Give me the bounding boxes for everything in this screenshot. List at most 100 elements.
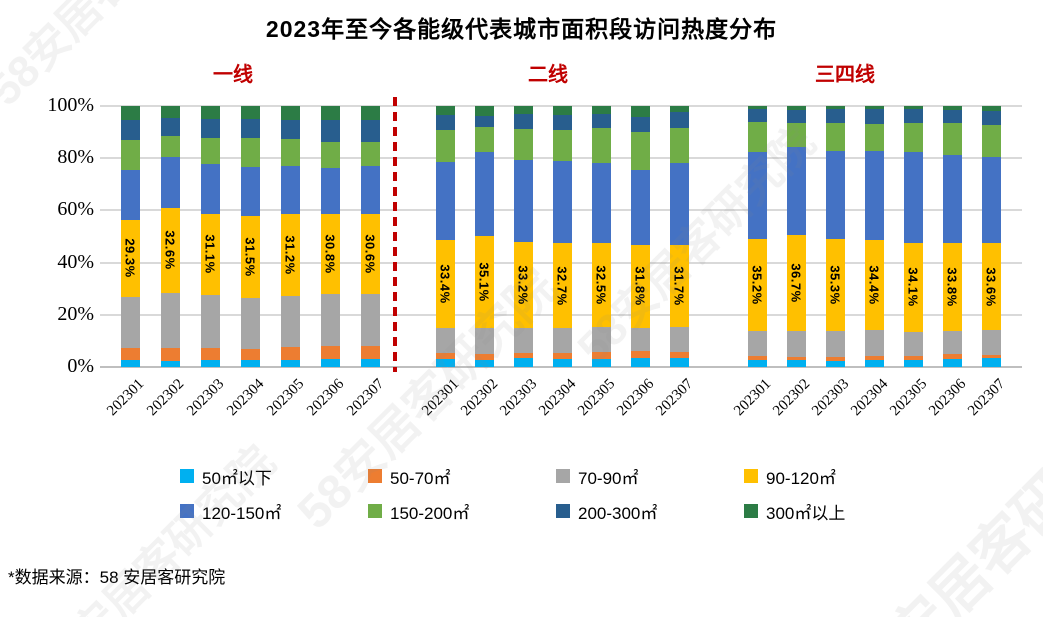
bar-segment: [360, 359, 380, 367]
bar-segment: [591, 162, 611, 243]
bar-segment: [360, 106, 380, 121]
bar-segment: [120, 169, 140, 221]
bar-segment: [160, 135, 180, 158]
legend-label: 120-150㎡: [202, 503, 282, 523]
bar-segment: [280, 165, 300, 215]
bar-segment: [591, 327, 611, 352]
bar-segment: [360, 214, 380, 294]
stacked-bar: 35.2%: [747, 106, 767, 367]
bar-segment: [630, 132, 650, 171]
bar-segment: [513, 352, 533, 359]
gridline: [100, 105, 1022, 107]
y-axis-tick-label: 20%: [57, 302, 94, 325]
bar-segment: [320, 141, 340, 168]
bar-segment: [280, 295, 300, 348]
bar-segment: [903, 109, 923, 123]
bar-segment: [200, 119, 220, 139]
bar-data-label: 33.6%: [983, 266, 999, 307]
bar-segment: [320, 214, 340, 295]
legend-label: 50㎡以下: [202, 468, 272, 488]
bar-segment: [240, 166, 260, 216]
bar-segment: [552, 352, 572, 359]
legend-swatch: [744, 504, 758, 518]
bar-segment: [786, 235, 806, 332]
bar-segment: [240, 215, 260, 298]
group-label-tier1: 一线: [213, 64, 253, 86]
bar-segment: [513, 160, 533, 242]
bar-segment: [513, 114, 533, 129]
y-axis-tick-label: 40%: [57, 250, 94, 273]
bar-segment: [825, 109, 845, 124]
bar-segment: [435, 162, 455, 241]
bar-segment: [120, 296, 140, 348]
bar-segment: [474, 354, 494, 360]
bar-segment: [942, 123, 962, 156]
bar-segment: [240, 118, 260, 139]
legend-swatch: [744, 469, 758, 483]
bar-segment: [825, 150, 845, 239]
bar-segment: [864, 106, 884, 110]
bar-segment: [552, 243, 572, 329]
bar-segment: [630, 357, 650, 367]
bar-segment: [240, 106, 260, 119]
bar-data-label: 34.1%: [905, 267, 921, 307]
bar-segment: [552, 328, 572, 353]
bar-segment: [160, 106, 180, 119]
bar-segment: [981, 358, 1001, 367]
bar-segment: [942, 359, 962, 367]
legend-item: 300㎡以上: [744, 501, 845, 523]
bar-segment: [630, 117, 650, 133]
bar-segment: [669, 327, 689, 352]
bar-segment: [747, 331, 767, 357]
bar-segment: [669, 244, 689, 328]
bar-segment: [864, 109, 884, 124]
stacked-bar: 36.7%: [786, 106, 806, 367]
bar-segment: [240, 297, 260, 349]
legend-label: 150-200㎡: [390, 503, 470, 523]
bar-segment: [240, 359, 260, 367]
bar-segment: [160, 361, 180, 367]
bar-segment: [280, 139, 300, 166]
bar-segment: [864, 151, 884, 241]
bar-segment: [552, 106, 572, 116]
bar-segment: [825, 331, 845, 358]
bar-segment: [591, 106, 611, 115]
legend-label: 70-90㎡: [578, 468, 639, 488]
legend-item: 70-90㎡: [556, 466, 639, 488]
group-label-tier2: 二线: [528, 64, 568, 86]
bar-segment: [320, 167, 340, 215]
bar-segment: [903, 106, 923, 110]
legend-item: 150-200㎡: [368, 501, 470, 523]
legend-item: 120-150㎡: [180, 501, 282, 523]
bar-data-label: 32.6%: [162, 230, 178, 271]
stacked-bar: 30.6%: [360, 106, 380, 367]
bar-segment: [160, 348, 180, 361]
bar-data-label: 31.5%: [242, 237, 258, 277]
bar-segment: [160, 157, 180, 208]
bar-segment: [747, 106, 767, 109]
bar-segment: [942, 109, 962, 123]
bar-segment: [280, 359, 300, 367]
bar-segment: [591, 242, 611, 328]
bar-segment: [669, 162, 689, 245]
stacked-bar: 32.5%: [591, 106, 611, 367]
bar-segment: [747, 359, 767, 367]
bar-segment: [474, 236, 494, 328]
bar-segment: [630, 351, 650, 358]
bar-segment: [160, 207, 180, 293]
group-divider-dashed-line: [393, 97, 397, 372]
stacked-bar: 35.1%: [474, 106, 494, 367]
stacked-bar: 31.1%: [200, 106, 220, 367]
bar-segment: [200, 164, 220, 214]
bar-segment: [942, 155, 962, 243]
legend-item: 90-120㎡: [744, 466, 836, 488]
bar-segment: [120, 140, 140, 170]
bar-data-label: 33.4%: [437, 264, 453, 304]
bar-segment: [786, 109, 806, 123]
bar-segment: [981, 242, 1001, 331]
bar-data-label: 35.2%: [749, 265, 765, 305]
legend-item: 50㎡以下: [180, 466, 272, 488]
bar-segment: [825, 123, 845, 151]
bar-segment: [786, 356, 806, 361]
bar-segment: [981, 106, 1001, 111]
